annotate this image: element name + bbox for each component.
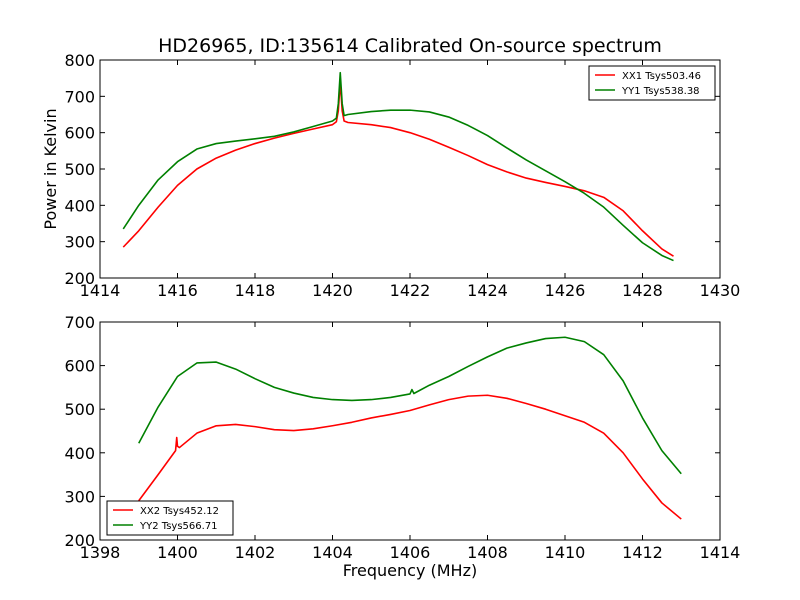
x-tick-label: 1402 xyxy=(235,543,276,562)
x-tick-label: 1422 xyxy=(390,281,431,300)
x-tick-label: 1412 xyxy=(622,543,663,562)
legend-entry: XX2 Tsys452.12 xyxy=(140,506,219,517)
chart-panel-2: 1398 1400 1402 1404 1406 1408 1410 1412 1414 200 3… xyxy=(64,313,740,580)
x-tick-label: 1418 xyxy=(235,281,276,300)
legend-entry: XX1 Tsys503.46 xyxy=(622,71,701,82)
x-tick-label: 1414 xyxy=(80,281,121,300)
chart-panel-1: 1414 1416 1418 1420 1422 1424 1426 1428 1430 200 3… xyxy=(41,35,740,300)
series-line-2-2 xyxy=(138,336,682,475)
legend-entry: YY1 Tsys538.38 xyxy=(621,86,700,97)
y-tick-label: 700 xyxy=(64,87,95,106)
y-axis-label: Power in Kelvin xyxy=(41,108,60,229)
legend-entry: YY2 Tsys566.71 xyxy=(139,521,218,532)
legend-box xyxy=(588,65,716,101)
legend: XX2 Tsys452.12 YY2 Tsys566.71 xyxy=(106,500,234,536)
y-tick-label: 500 xyxy=(64,400,95,419)
x-tick-label: 1404 xyxy=(312,543,353,562)
y-tick-label: 800 xyxy=(64,51,95,70)
legend: XX1 Tsys503.46 YY1 Tsys538.38 xyxy=(588,65,716,101)
y-tick-label: 700 xyxy=(64,313,95,332)
y-tick-label: 200 xyxy=(64,531,95,550)
y-tick-label: 600 xyxy=(64,357,95,376)
x-tick-label: 1428 xyxy=(622,281,663,300)
x-axis-label: Frequency (MHz) xyxy=(343,561,477,580)
series-line-1-1 xyxy=(122,81,674,257)
y-tick-label: 300 xyxy=(64,487,95,506)
legend-box xyxy=(106,500,234,536)
y-tick-label: 400 xyxy=(64,196,95,215)
x-tick-label: 1398 xyxy=(80,543,121,562)
x-tick-label: 1420 xyxy=(312,281,353,300)
y-tick-label: 200 xyxy=(64,269,95,288)
y-tick-label: 400 xyxy=(64,444,95,463)
x-tick-label: 1408 xyxy=(467,543,508,562)
x-tick-label: 1430 xyxy=(700,281,741,300)
x-tick-label: 1400 xyxy=(157,543,198,562)
x-tick-label: 1424 xyxy=(467,281,508,300)
chart-title: HD26965, ID:135614 Calibrated On-source … xyxy=(158,35,662,57)
series-line-1-2 xyxy=(122,71,674,262)
x-tick-label: 1410 xyxy=(545,543,586,562)
x-tick-label: 1414 xyxy=(700,543,741,562)
x-tick-label: 1426 xyxy=(545,281,586,300)
y-tick-label: 300 xyxy=(64,233,95,252)
series-line-2-1 xyxy=(138,394,682,520)
y-tick-label: 600 xyxy=(64,124,95,143)
y-tick-label: 500 xyxy=(64,160,95,179)
x-tick-label: 1416 xyxy=(157,281,198,300)
x-tick-label: 1406 xyxy=(390,543,431,562)
